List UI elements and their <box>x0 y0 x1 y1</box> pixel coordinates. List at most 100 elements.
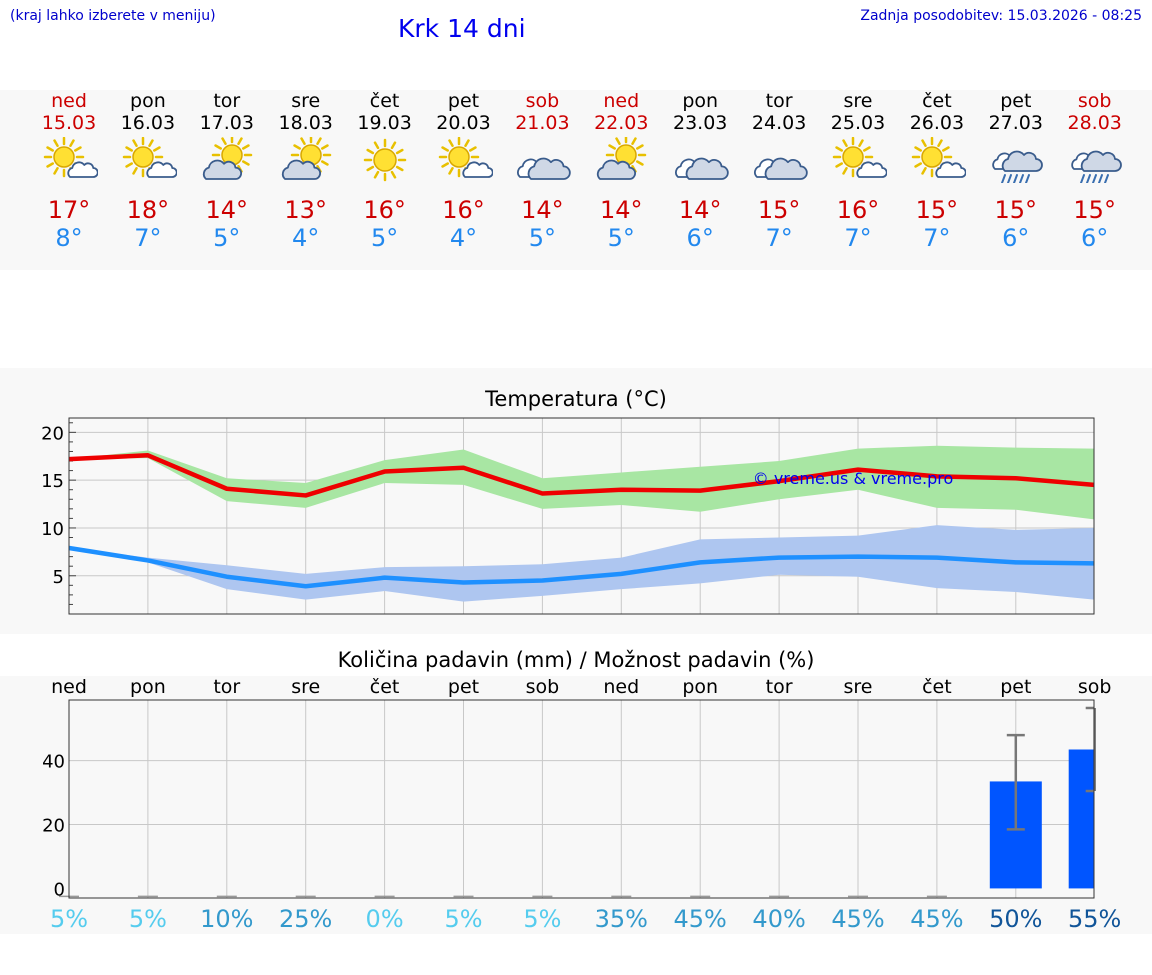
sun-behind-cloud-icon <box>202 137 253 180</box>
page-title: Krk 14 dni <box>398 14 526 43</box>
max-temperature: 16° <box>442 196 485 224</box>
forecast-day: tor 24.03 15° 7° <box>739 90 819 252</box>
day-name: tor <box>765 90 793 112</box>
min-temperature: 7° <box>844 224 872 252</box>
day-date: 21.03 <box>515 112 570 134</box>
sun-cloud-icon <box>438 137 493 178</box>
precipitation-probability: 45% <box>910 905 963 933</box>
day-name: čet <box>369 90 400 112</box>
day-date: 25.03 <box>830 112 886 134</box>
day-date: 19.03 <box>357 112 412 134</box>
max-temperature: 16° <box>836 196 880 224</box>
min-temperature: 6° <box>686 224 714 252</box>
precipitation-probability: 5% <box>444 905 482 933</box>
cloud-icon <box>517 157 572 180</box>
sun-behind-cloud-icon <box>281 137 331 180</box>
min-temperature: 5° <box>213 224 241 252</box>
day-name: čet <box>922 90 952 112</box>
precipitation-probability: 45% <box>831 905 884 933</box>
min-temperature: 8° <box>55 224 83 252</box>
max-temperature: 14° <box>521 196 564 224</box>
min-temperature: 6° <box>1081 224 1109 252</box>
max-temperature: 14° <box>600 196 643 224</box>
category-label: pet <box>1000 676 1031 698</box>
y-tick-label: 5 <box>53 567 64 588</box>
min-temperature: 5° <box>528 224 557 252</box>
max-temperature: 15° <box>757 196 801 224</box>
plot-frame <box>68 417 1095 615</box>
forecast-day: ned 15.03 17° 8° <box>29 90 109 252</box>
precipitation-probability: 5% <box>129 905 167 933</box>
max-temperature-band <box>69 445 1094 520</box>
precipitation-probability: 40% <box>752 905 805 933</box>
cloud-icon <box>675 157 729 180</box>
min-temperature: 7° <box>765 224 793 252</box>
day-name: ned <box>51 90 87 112</box>
max-temperature: 14° <box>678 196 722 224</box>
precipitation-probability: 0% <box>366 905 404 933</box>
plot-frame <box>68 699 1095 899</box>
max-temperature: 18° <box>126 196 170 224</box>
max-temperature-line <box>68 453 1095 498</box>
day-name: sre <box>843 90 873 112</box>
y-tick-label: 0 <box>54 879 65 900</box>
precipitation-probability: 5% <box>523 905 561 933</box>
forecast-day: pet 27.03 15° 6° <box>976 90 1056 252</box>
category-label: sob <box>1078 676 1112 698</box>
day-name: pet <box>1000 90 1032 112</box>
max-temperature: 14° <box>205 196 249 224</box>
day-date: 26.03 <box>909 112 965 134</box>
min-temperature: 7° <box>923 224 951 252</box>
day-name: pon <box>130 90 166 112</box>
forecast-day: sob 21.03 14° 5° <box>502 90 582 252</box>
forecast-day: pon 23.03 14° 6° <box>660 90 740 252</box>
category-label: sre <box>844 676 873 698</box>
rain-cloud-icon <box>1070 150 1122 183</box>
day-name: sob <box>1077 90 1112 112</box>
max-temperature: 16° <box>363 196 406 224</box>
location-menu-hint: (kraj lahko izberete v meniju) <box>10 8 216 24</box>
category-label: pon <box>682 676 718 698</box>
day-date: 18.03 <box>278 112 333 134</box>
forecast-day: tor 17.03 14° 5° <box>187 90 267 252</box>
forecast-day: čet 26.03 15° 7° <box>897 90 977 252</box>
sun-cloud-icon <box>43 137 98 178</box>
day-date: 23.03 <box>672 112 728 134</box>
day-name: tor <box>213 90 241 112</box>
forecast-day: sob 28.03 15° 6° <box>1055 90 1135 252</box>
max-temperature: 15° <box>915 196 959 224</box>
sun-behind-cloud-icon <box>597 137 647 180</box>
category-label: ned <box>603 676 639 698</box>
forecast-day: čet 19.03 16° 5° <box>345 90 425 252</box>
precipitation-chart-title: Količina padavin (mm) / Možnost padavin … <box>337 648 815 672</box>
precipitation-probability: 5% <box>50 905 88 933</box>
last-updated: Zadnja posodobitev: 15.03.2026 - 08:25 <box>860 8 1142 24</box>
min-temperature: 4° <box>449 224 478 252</box>
category-label: pon <box>130 676 166 698</box>
sun-icon <box>363 138 406 182</box>
precipitation-probability: 55% <box>1068 905 1121 933</box>
forecast-day: pon 16.03 18° 7° <box>108 90 188 252</box>
day-name: pet <box>447 90 480 112</box>
category-label: čet <box>370 676 400 698</box>
cloud-icon <box>754 157 808 180</box>
min-temperature: 5° <box>607 224 635 252</box>
category-label: tor <box>766 676 793 698</box>
y-tick-label: 20 <box>41 423 64 444</box>
forecast-day: sre 25.03 16° 7° <box>818 90 898 252</box>
sun-cloud-icon <box>832 137 887 178</box>
max-temperature: 15° <box>1073 196 1116 224</box>
forecast-strip <box>0 90 1152 270</box>
sun-cloud-icon <box>911 137 966 178</box>
day-date: 24.03 <box>751 112 807 134</box>
day-date: 20.03 <box>436 112 491 134</box>
rain-cloud-icon <box>992 150 1043 183</box>
precipitation-probability: 45% <box>674 905 727 933</box>
sun-cloud-icon <box>122 137 177 178</box>
temperature-chart-title: Temperatura (°C) <box>485 387 667 411</box>
day-name: ned <box>603 90 640 112</box>
min-temperature-line <box>68 545 1095 589</box>
day-date: 15.03 <box>41 112 97 134</box>
